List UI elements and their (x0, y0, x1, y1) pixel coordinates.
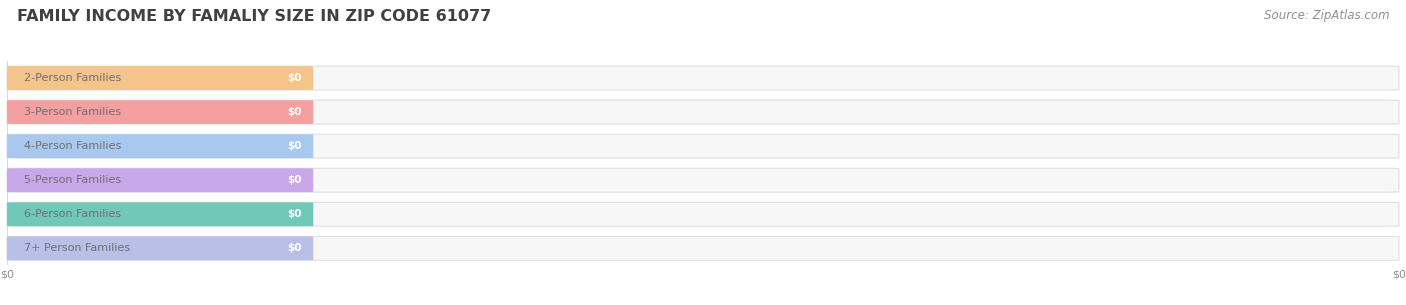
Text: Source: ZipAtlas.com: Source: ZipAtlas.com (1264, 9, 1389, 22)
FancyBboxPatch shape (7, 66, 1399, 90)
FancyBboxPatch shape (7, 134, 1399, 158)
FancyBboxPatch shape (7, 236, 314, 260)
Text: $0: $0 (288, 209, 302, 219)
Text: 2-Person Families: 2-Person Families (24, 73, 121, 83)
Text: 5-Person Families: 5-Person Families (24, 175, 121, 185)
Text: 4-Person Families: 4-Person Families (24, 141, 121, 151)
FancyBboxPatch shape (7, 100, 1399, 124)
Text: $0: $0 (288, 141, 302, 151)
FancyBboxPatch shape (7, 168, 314, 192)
FancyBboxPatch shape (7, 202, 1399, 226)
FancyBboxPatch shape (7, 100, 314, 124)
FancyBboxPatch shape (7, 236, 1399, 260)
FancyBboxPatch shape (7, 202, 314, 226)
FancyBboxPatch shape (7, 66, 314, 90)
Text: 7+ Person Families: 7+ Person Families (24, 243, 129, 253)
Text: $0: $0 (288, 243, 302, 253)
FancyBboxPatch shape (7, 134, 314, 158)
Text: $0: $0 (288, 73, 302, 83)
Text: 6-Person Families: 6-Person Families (24, 209, 121, 219)
Text: 3-Person Families: 3-Person Families (24, 107, 121, 117)
Text: FAMILY INCOME BY FAMALIY SIZE IN ZIP CODE 61077: FAMILY INCOME BY FAMALIY SIZE IN ZIP COD… (17, 9, 491, 24)
FancyBboxPatch shape (7, 168, 1399, 192)
Text: $0: $0 (288, 107, 302, 117)
Text: $0: $0 (288, 175, 302, 185)
